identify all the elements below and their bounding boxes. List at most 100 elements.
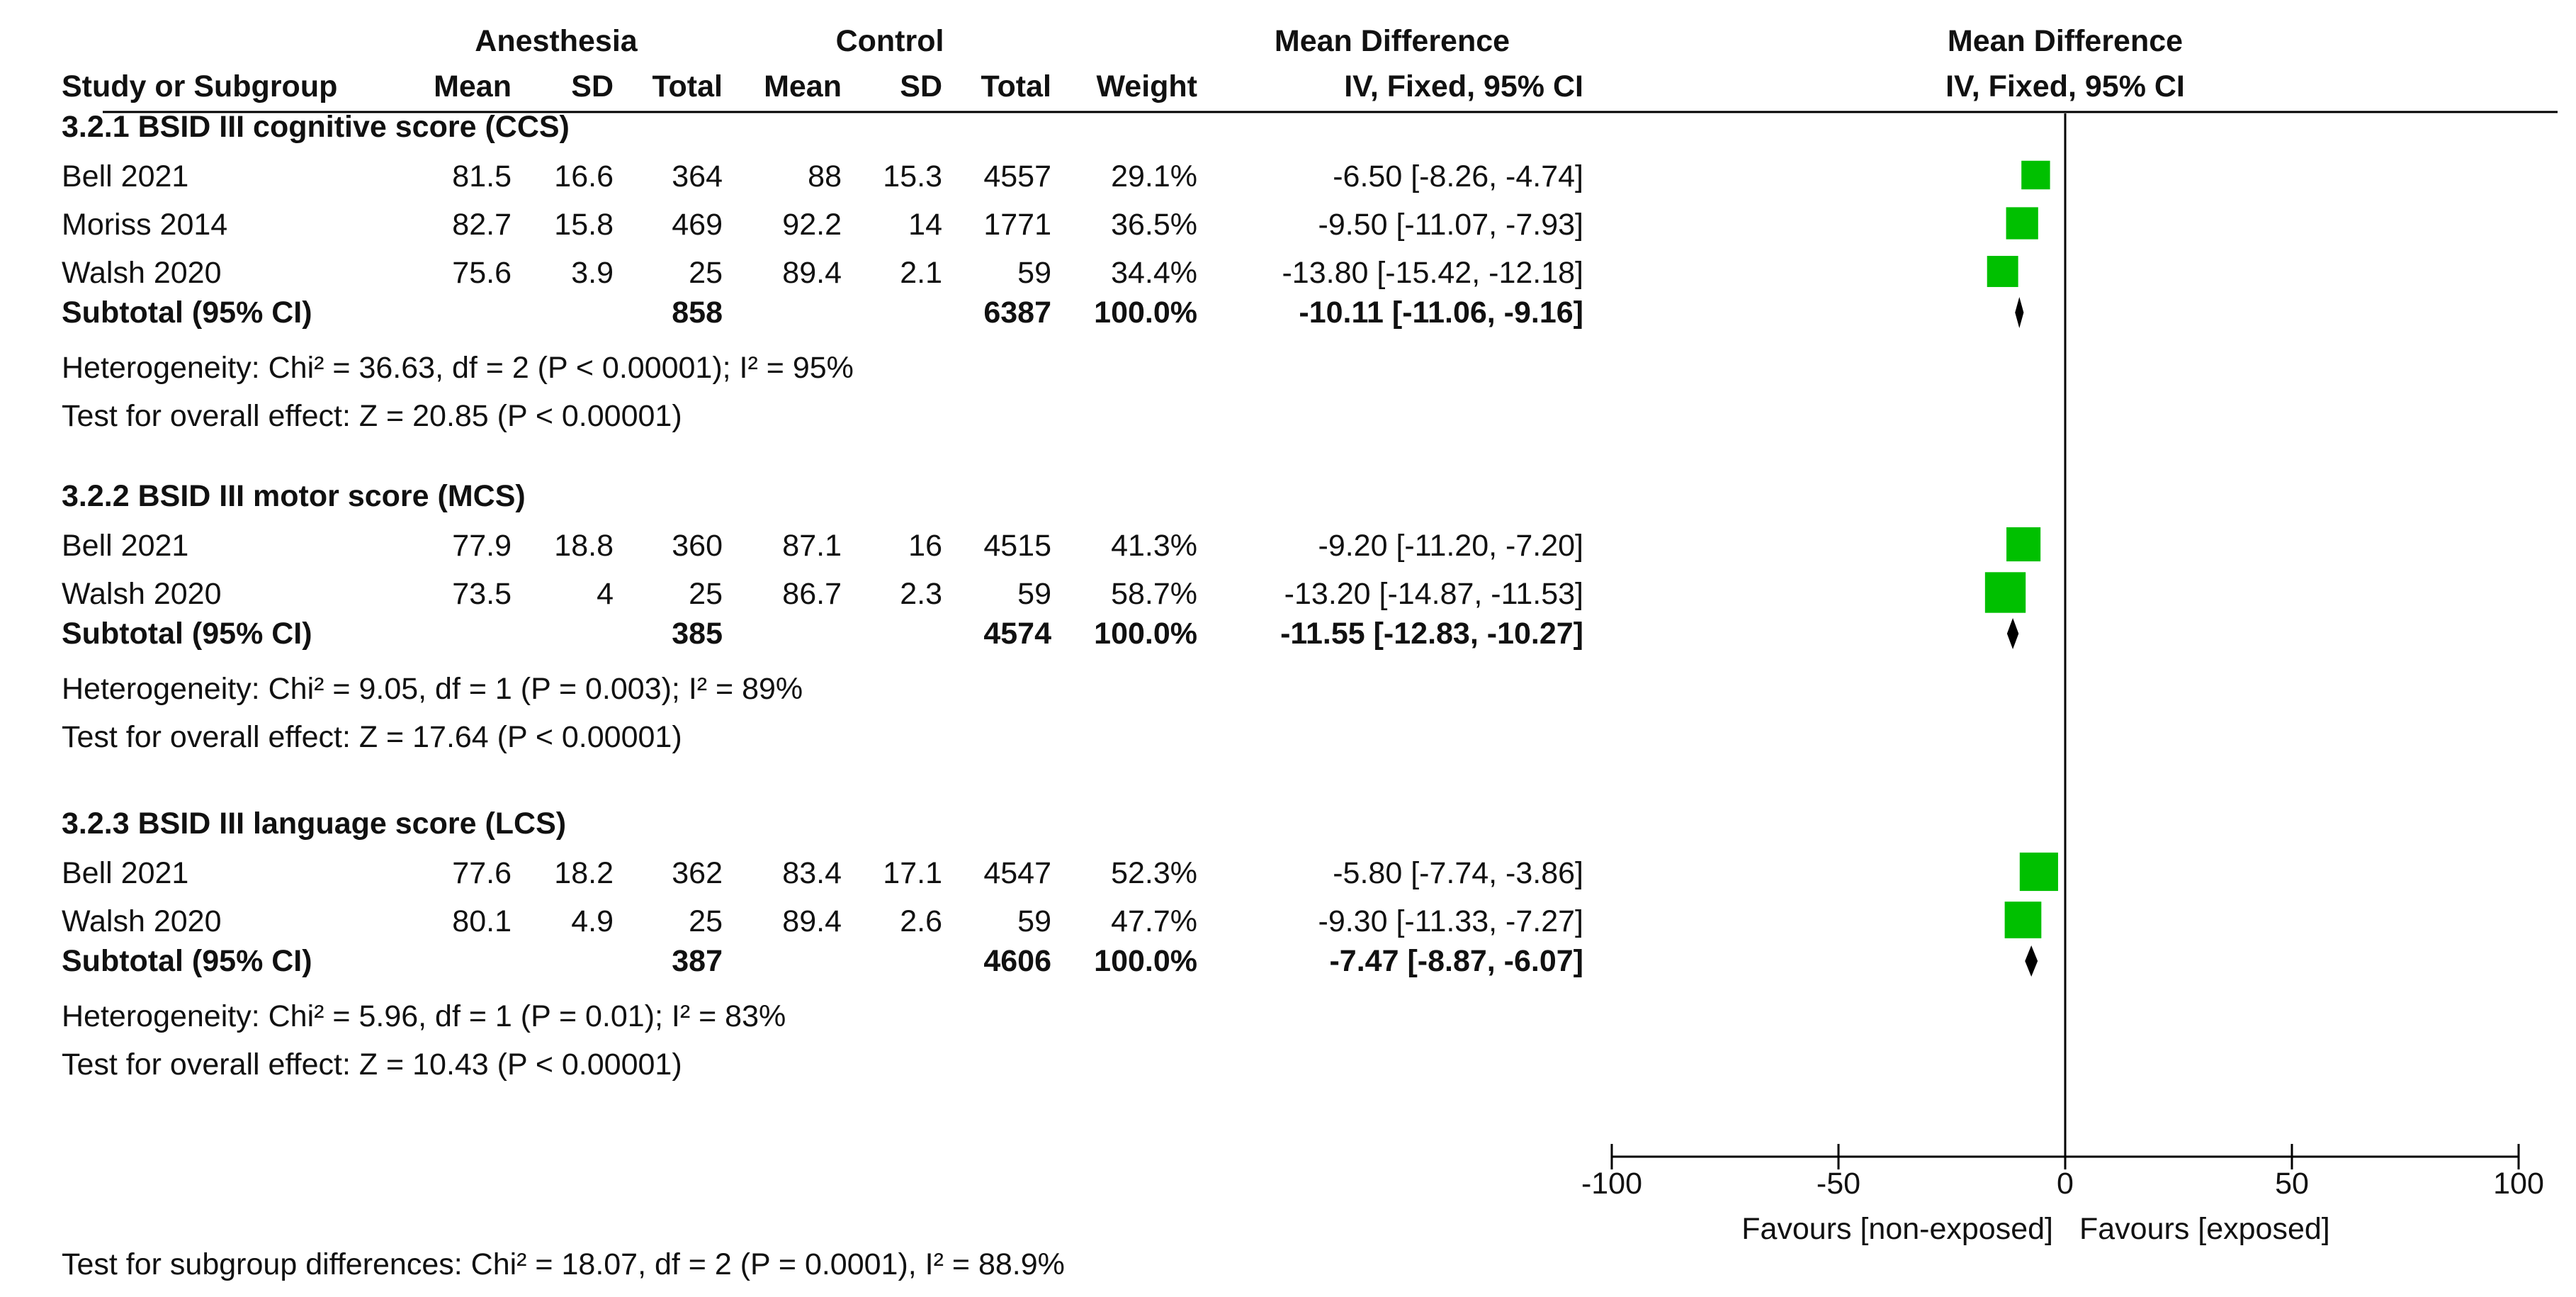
sd1-header: SD	[571, 69, 614, 103]
sd2-cell: 2.1	[900, 256, 942, 290]
total1-cell: 25	[689, 904, 723, 938]
sd1-cell: 4.9	[571, 904, 614, 938]
sd2-cell: 15.3	[883, 159, 942, 193]
mean1-cell: 73.5	[452, 577, 512, 611]
mean2-cell: 86.7	[782, 577, 842, 611]
mean1-cell: 77.6	[452, 856, 512, 890]
study-square	[2021, 160, 2050, 190]
weight-cell: 58.7%	[1111, 577, 1197, 611]
subtotal-total2: 6387	[983, 296, 1051, 330]
sd1-cell: 15.8	[554, 208, 614, 242]
subtotal-diamond	[2015, 297, 2024, 328]
table-header: Anesthesia Control Mean Difference Mean Dif…	[62, 24, 2558, 113]
total1-cell: 25	[689, 577, 723, 611]
mean2-cell: 89.4	[782, 904, 842, 938]
total1-cell: 25	[689, 256, 723, 290]
weight-cell: 36.5%	[1111, 208, 1197, 242]
subgroup-differences-text: Test for subgroup differences: Chi² = 18…	[62, 1247, 1065, 1281]
md-method-header: IV, Fixed, 95% CI	[1344, 69, 1583, 103]
total1-cell: 360	[672, 529, 723, 563]
total2-cell: 59	[1017, 256, 1051, 290]
subtotal-label: Subtotal (95% CI)	[62, 617, 312, 651]
mean2-cell: 88	[808, 159, 842, 193]
subtotal-total1: 387	[672, 944, 723, 978]
mean1-cell: 82.7	[452, 208, 512, 242]
sd2-header: SD	[900, 69, 942, 103]
ci-cell: -9.50 [-11.07, -7.93]	[1318, 208, 1584, 242]
ci-cell: -5.80 [-7.74, -3.86]	[1333, 856, 1583, 890]
heterogeneity-text: Heterogeneity: Chi² = 5.96, df = 1 (P = …	[62, 999, 786, 1033]
total2-cell: 4557	[983, 159, 1051, 193]
study-name: Walsh 2020	[62, 256, 221, 290]
mean1-cell: 75.6	[452, 256, 512, 290]
total2-cell: 59	[1017, 577, 1051, 611]
footer: Test for subgroup differences: Chi² = 18…	[62, 1247, 1065, 1281]
favours-left-label: Favours [non-exposed]	[1741, 1212, 2053, 1246]
subtotal-label: Subtotal (95% CI)	[62, 944, 312, 978]
study-square	[1984, 572, 2026, 613]
subtotal-diamond	[2006, 618, 2019, 649]
study-column-header: Study or Subgroup	[62, 69, 337, 103]
weight-cell: 41.3%	[1111, 529, 1197, 563]
subtotal-diamond	[2025, 945, 2038, 977]
subgroup-title: 3.2.3 BSID III language score (LCS)	[62, 807, 566, 841]
total1-header: Total	[652, 69, 723, 103]
study-square	[2006, 527, 2041, 562]
subtotal-ci: -10.11 [-11.06, -9.16]	[1299, 296, 1583, 330]
ci-cell: -9.20 [-11.20, -7.20]	[1318, 529, 1584, 563]
mean1-cell: 80.1	[452, 904, 512, 938]
study-square	[2004, 902, 2042, 938]
heterogeneity-text: Heterogeneity: Chi² = 36.63, df = 2 (P <…	[62, 351, 854, 385]
favours-right-label: Favours [exposed]	[2079, 1212, 2330, 1246]
plot-method-header: IV, Fixed, 95% CI	[1945, 69, 2185, 103]
sd1-cell: 18.2	[554, 856, 614, 890]
ci-cell: -13.80 [-15.42, -12.18]	[1282, 256, 1583, 290]
x-tick-label: -100	[1581, 1167, 1642, 1201]
study-name: Walsh 2020	[62, 904, 221, 938]
overall-effect-text: Test for overall effect: Z = 20.85 (P < …	[62, 399, 682, 433]
subtotal-total2: 4606	[983, 944, 1051, 978]
total2-header: Total	[981, 69, 1051, 103]
sd2-cell: 2.3	[900, 577, 942, 611]
sd1-cell: 16.6	[554, 159, 614, 193]
total2-cell: 59	[1017, 904, 1051, 938]
weight-cell: 29.1%	[1111, 159, 1197, 193]
sd2-cell: 17.1	[883, 856, 942, 890]
sd2-cell: 16	[908, 529, 942, 563]
study-name: Walsh 2020	[62, 577, 221, 611]
x-tick-label: 100	[2493, 1167, 2544, 1201]
subtotal-weight: 100.0%	[1094, 296, 1197, 330]
subtotal-weight: 100.0%	[1094, 944, 1197, 978]
mean1-cell: 81.5	[452, 159, 512, 193]
ci-cell: -9.30 [-11.33, -7.27]	[1318, 904, 1584, 938]
mean1-cell: 77.9	[452, 529, 512, 563]
ci-cell: -13.20 [-14.87, -11.53]	[1284, 577, 1583, 611]
mean2-header: Mean	[764, 69, 842, 103]
total2-cell: 1771	[983, 208, 1051, 242]
heterogeneity-text: Heterogeneity: Chi² = 9.05, df = 1 (P = …	[62, 672, 803, 706]
total1-cell: 364	[672, 159, 723, 193]
sd2-cell: 2.6	[900, 904, 942, 938]
subtotal-weight: 100.0%	[1094, 617, 1197, 651]
group2-header: Control	[836, 24, 944, 58]
study-name: Bell 2021	[62, 529, 188, 563]
subtotal-total1: 858	[672, 296, 723, 330]
sd1-cell: 18.8	[554, 529, 614, 563]
mean2-cell: 83.4	[782, 856, 842, 890]
study-square	[2019, 852, 2058, 892]
subtotal-ci: -7.47 [-8.87, -6.07]	[1329, 944, 1583, 978]
x-tick-label: 0	[2057, 1167, 2074, 1201]
plot-title: Mean Difference	[1948, 24, 2183, 58]
sd2-cell: 14	[908, 208, 942, 242]
study-square	[1987, 256, 2018, 287]
subtotal-ci: -11.55 [-12.83, -10.27]	[1280, 617, 1583, 651]
subgroup-title: 3.2.1 BSID III cognitive score (CCS)	[62, 110, 570, 144]
weight-cell: 52.3%	[1111, 856, 1197, 890]
weight-cell: 47.7%	[1111, 904, 1197, 938]
total2-cell: 4515	[983, 529, 1051, 563]
plot-area: -100 -50 0 50 100 Favours [non-exposed] Favour…	[1581, 113, 2544, 1246]
group1-header: Anesthesia	[475, 24, 638, 58]
x-tick-label: 50	[2275, 1167, 2309, 1201]
mean1-header: Mean	[434, 69, 512, 103]
